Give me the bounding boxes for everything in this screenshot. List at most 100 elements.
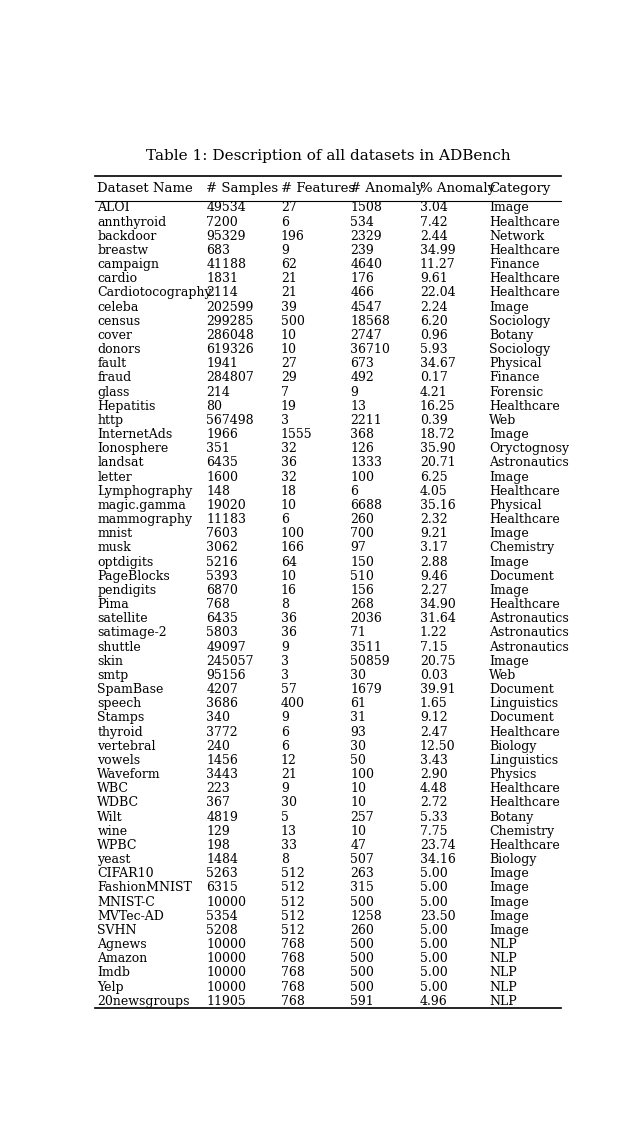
Text: 6: 6 — [281, 740, 289, 753]
Text: 3.17: 3.17 — [420, 541, 447, 555]
Text: 2211: 2211 — [350, 414, 382, 427]
Text: Document: Document — [489, 712, 554, 724]
Text: 9: 9 — [281, 712, 289, 724]
Text: 41188: 41188 — [207, 258, 246, 271]
Text: Web: Web — [489, 414, 516, 427]
Text: 1456: 1456 — [207, 754, 238, 767]
Text: 768: 768 — [281, 967, 305, 980]
Text: ALOI: ALOI — [97, 201, 130, 215]
Text: 7.42: 7.42 — [420, 216, 447, 228]
Text: Image: Image — [489, 556, 529, 569]
Text: Pima: Pima — [97, 598, 129, 611]
Text: Image: Image — [489, 896, 529, 909]
Text: 3: 3 — [281, 669, 289, 682]
Text: 5.00: 5.00 — [420, 924, 447, 938]
Text: 9: 9 — [281, 244, 289, 257]
Text: 4640: 4640 — [350, 258, 382, 271]
Text: # Features: # Features — [281, 182, 355, 195]
Text: 500: 500 — [350, 967, 374, 980]
Text: 683: 683 — [207, 244, 230, 257]
Text: 39.91: 39.91 — [420, 683, 456, 696]
Text: 245057: 245057 — [207, 655, 254, 667]
Text: 492: 492 — [350, 371, 374, 385]
Text: InternetAds: InternetAds — [97, 428, 173, 442]
Text: MNIST-C: MNIST-C — [97, 896, 156, 909]
Text: campaign: campaign — [97, 258, 159, 271]
Text: Waveform: Waveform — [97, 768, 161, 781]
Text: satellite: satellite — [97, 612, 148, 625]
Text: 196: 196 — [281, 229, 305, 243]
Text: SpamBase: SpamBase — [97, 683, 164, 696]
Text: 34.16: 34.16 — [420, 854, 456, 866]
Text: Yelp: Yelp — [97, 981, 124, 993]
Text: Healthcare: Healthcare — [489, 782, 560, 796]
Text: CIFAR10: CIFAR10 — [97, 867, 154, 881]
Text: 3443: 3443 — [207, 768, 239, 781]
Text: 9.61: 9.61 — [420, 272, 447, 285]
Text: 9: 9 — [281, 640, 289, 654]
Text: # Samples: # Samples — [207, 182, 278, 195]
Text: 21: 21 — [281, 768, 297, 781]
Text: 100: 100 — [350, 768, 374, 781]
Text: 1966: 1966 — [207, 428, 238, 442]
Text: 367: 367 — [207, 797, 230, 809]
Text: 13: 13 — [350, 400, 366, 413]
Text: WPBC: WPBC — [97, 839, 138, 852]
Text: 32: 32 — [281, 443, 297, 455]
Text: 1600: 1600 — [207, 471, 239, 484]
Text: 27: 27 — [281, 201, 296, 215]
Text: landsat: landsat — [97, 456, 144, 470]
Text: 35.16: 35.16 — [420, 499, 456, 512]
Text: 0.03: 0.03 — [420, 669, 447, 682]
Text: Healthcare: Healthcare — [489, 598, 560, 611]
Text: 240: 240 — [207, 740, 230, 753]
Text: 49534: 49534 — [207, 201, 246, 215]
Text: 20newsgroups: 20newsgroups — [97, 994, 190, 1008]
Text: 33: 33 — [281, 839, 297, 852]
Text: glass: glass — [97, 386, 130, 398]
Text: Ionosphere: Ionosphere — [97, 443, 168, 455]
Text: 1258: 1258 — [350, 910, 382, 923]
Text: shuttle: shuttle — [97, 640, 141, 654]
Text: 5.00: 5.00 — [420, 939, 447, 951]
Text: 2.32: 2.32 — [420, 513, 447, 527]
Text: 19: 19 — [281, 400, 297, 413]
Text: 50859: 50859 — [350, 655, 390, 667]
Text: 23.74: 23.74 — [420, 839, 456, 852]
Text: 351: 351 — [207, 443, 230, 455]
Text: 20.71: 20.71 — [420, 456, 456, 470]
Text: annthyroid: annthyroid — [97, 216, 166, 228]
Text: 31.64: 31.64 — [420, 612, 456, 625]
Text: 50: 50 — [350, 754, 366, 767]
Text: 156: 156 — [350, 585, 374, 597]
Text: 3: 3 — [281, 414, 289, 427]
Text: 9: 9 — [281, 782, 289, 796]
Text: Finance: Finance — [489, 258, 540, 271]
Text: census: census — [97, 314, 141, 328]
Text: 500: 500 — [281, 314, 305, 328]
Text: Image: Image — [489, 301, 529, 313]
Text: 5263: 5263 — [207, 867, 238, 881]
Text: 9.46: 9.46 — [420, 570, 447, 582]
Text: Physical: Physical — [489, 358, 541, 370]
Text: Linguistics: Linguistics — [489, 697, 558, 711]
Text: 64: 64 — [281, 556, 297, 569]
Text: 5.00: 5.00 — [420, 981, 447, 993]
Text: 5.33: 5.33 — [420, 810, 447, 824]
Text: 4819: 4819 — [207, 810, 238, 824]
Text: optdigits: optdigits — [97, 556, 154, 569]
Text: 3772: 3772 — [207, 725, 238, 739]
Text: 1333: 1333 — [350, 456, 382, 470]
Text: 166: 166 — [281, 541, 305, 555]
Text: 4.48: 4.48 — [420, 782, 447, 796]
Text: fault: fault — [97, 358, 127, 370]
Text: Category: Category — [489, 182, 550, 195]
Text: Image: Image — [489, 910, 529, 923]
Text: 8: 8 — [281, 854, 289, 866]
Text: 2.72: 2.72 — [420, 797, 447, 809]
Text: 5354: 5354 — [207, 910, 238, 923]
Text: 2114: 2114 — [207, 286, 238, 300]
Text: 95329: 95329 — [207, 229, 246, 243]
Text: 176: 176 — [350, 272, 374, 285]
Text: 768: 768 — [281, 939, 305, 951]
